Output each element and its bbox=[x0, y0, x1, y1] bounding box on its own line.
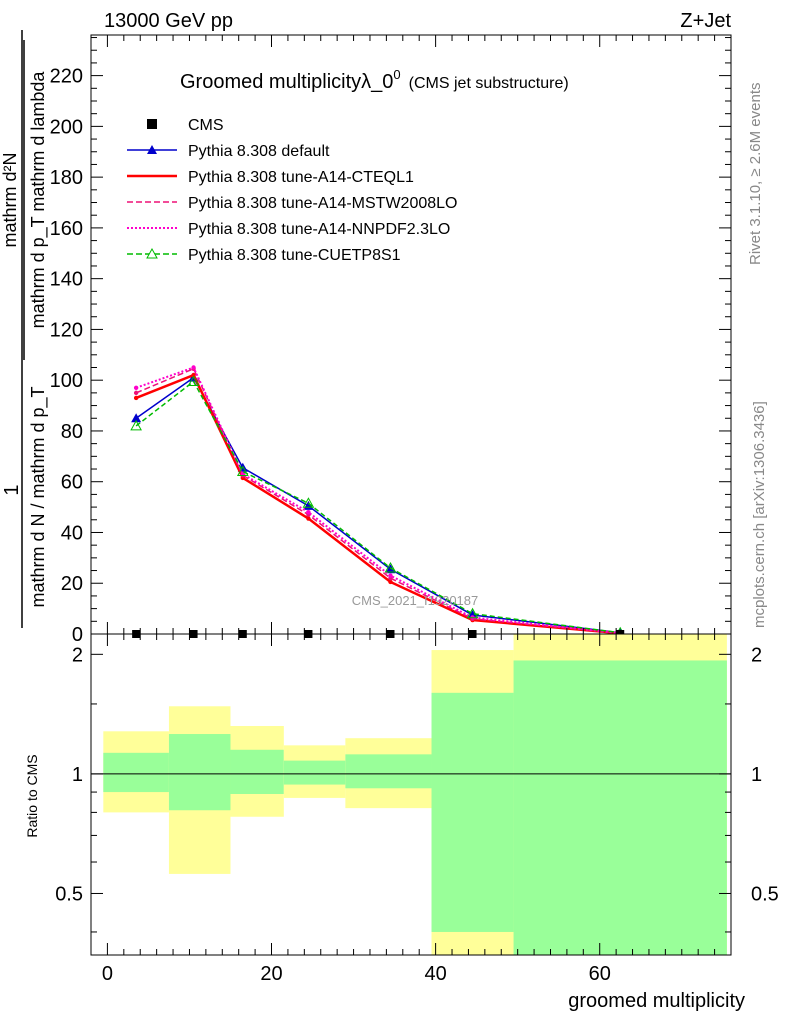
series-point bbox=[302, 497, 315, 508]
watermark: CMS_2021_I1920187 bbox=[352, 593, 479, 608]
ylabel-frac-num: 1 bbox=[1, 484, 23, 495]
main-frame bbox=[90, 34, 732, 635]
y-tick-label: 120 bbox=[50, 319, 83, 341]
legend-marker-cms bbox=[147, 119, 157, 129]
ratio-band-green bbox=[345, 754, 432, 789]
legend-label: Pythia 8.308 tune-CUETP8S1 bbox=[188, 247, 401, 264]
y-tick-label: 180 bbox=[50, 167, 83, 189]
legend: CMS Pythia 8.308 default Pythia 8.308 tune… bbox=[127, 117, 457, 264]
series-point bbox=[388, 579, 393, 585]
legend-label: Pythia 8.308 default bbox=[188, 143, 330, 160]
ratio-chart-panel: 0 20 40 60 0.5 0.5 1 1 2 2 bbox=[55, 633, 779, 985]
ylabel-frac-den: mathrm d N / mathrm d p_T bbox=[28, 386, 49, 607]
y-tick-label: 80 bbox=[61, 421, 83, 443]
y-tick-label: 40 bbox=[61, 522, 83, 544]
series-point bbox=[306, 509, 311, 515]
ratio-band-green bbox=[168, 734, 231, 811]
series-line bbox=[135, 380, 621, 634]
y-tick-label: 100 bbox=[50, 370, 83, 392]
series-point bbox=[384, 561, 397, 573]
header-left: 13000 GeV pp bbox=[104, 10, 233, 32]
series-point bbox=[130, 419, 142, 431]
ratio-y-tick-label: 2 bbox=[72, 644, 83, 666]
chart-title-main: Groomed multiplicityλ_0 bbox=[180, 71, 393, 93]
legend-label: Pythia 8.308 tune-A14-MSTW2008LO bbox=[188, 195, 457, 212]
legend-marker bbox=[147, 145, 157, 154]
legend-marker bbox=[146, 247, 158, 259]
y-tick-label: 60 bbox=[61, 472, 83, 494]
x-tick-label: 20 bbox=[260, 963, 282, 985]
x-tick-label: 40 bbox=[424, 963, 446, 985]
ratio-band-green bbox=[513, 660, 727, 955]
y-tick-label: 200 bbox=[50, 116, 83, 138]
ratio-band-green bbox=[103, 752, 169, 793]
ratio-band-green bbox=[431, 692, 514, 932]
series-point bbox=[133, 395, 139, 401]
series-point bbox=[187, 375, 200, 386]
legend-label: CMS bbox=[188, 117, 224, 134]
ratio-band-green bbox=[283, 760, 346, 785]
ylabel-top-num: mathrm d²N bbox=[0, 152, 20, 247]
series-point bbox=[191, 365, 196, 370]
series-point bbox=[466, 607, 479, 619]
ratio-y-tick-label: 1 bbox=[751, 764, 762, 786]
x-tick-label: 60 bbox=[589, 963, 611, 985]
series-point bbox=[133, 385, 139, 391]
header-right: Z+Jet bbox=[680, 10, 731, 32]
y-tick-label: 160 bbox=[50, 218, 83, 240]
ratio-frame bbox=[90, 633, 732, 956]
ratio-ylabel: Ratio to CMS bbox=[24, 754, 40, 837]
series-point bbox=[236, 465, 249, 477]
ratio-y-tick-label: 0.5 bbox=[751, 883, 779, 905]
y-tick-label: 20 bbox=[61, 573, 83, 595]
x-axis-label: groomed multiplicity bbox=[568, 990, 745, 1012]
series-point bbox=[191, 372, 196, 378]
chart-title: Groomed multiplicityλ_00 (CMS jet substru… bbox=[180, 67, 569, 93]
legend-label: Pythia 8.308 tune-A14-CTEQL1 bbox=[188, 169, 414, 186]
chart-subtitle: (CMS jet substructure) bbox=[409, 75, 569, 92]
chart-title-sup: 0 bbox=[393, 67, 400, 82]
series-point bbox=[133, 390, 139, 396]
series-point bbox=[467, 609, 478, 619]
mcplots-label: mcplots.cern.ch [arXiv:1306.3436] bbox=[751, 401, 768, 628]
legend-label: Pythia 8.308 tune-A14-NNPDF2.3LO bbox=[188, 221, 450, 238]
y-tick-label: 140 bbox=[50, 269, 83, 291]
y-tick-label: 0 bbox=[72, 624, 83, 646]
y-tick-label: 220 bbox=[50, 66, 83, 88]
ratio-y-tick-label: 2 bbox=[751, 644, 762, 666]
series-point bbox=[306, 516, 311, 521]
x-tick-label: 0 bbox=[102, 963, 113, 985]
series-point bbox=[388, 573, 393, 578]
rivet-label: Rivet 3.1.10, ≥ 2.6M events bbox=[747, 83, 764, 266]
series-point bbox=[131, 413, 142, 423]
ratio-y-tick-label: 0.5 bbox=[55, 883, 83, 905]
ratio-band-green bbox=[230, 749, 284, 794]
ratio-y-tick-label: 1 bbox=[72, 764, 83, 786]
ylabel-top-den: mathrm d p_T mathrm d lambda bbox=[28, 71, 49, 329]
